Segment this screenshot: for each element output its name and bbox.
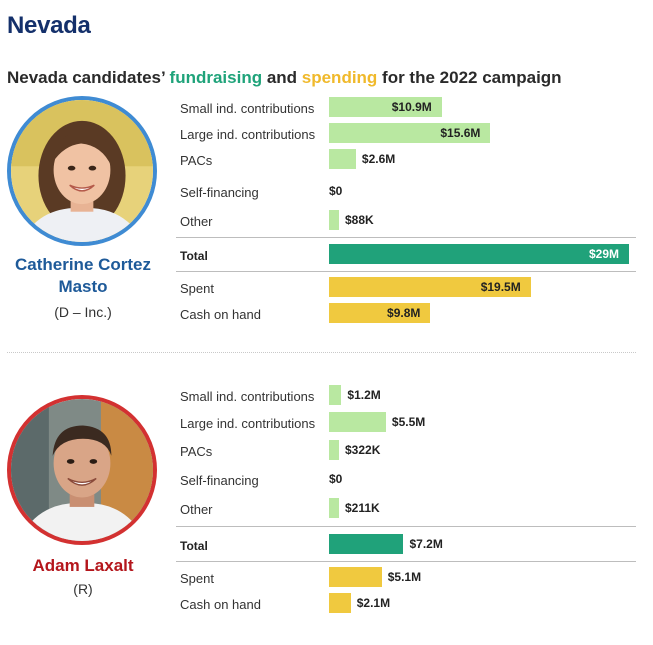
bar-cash-on-hand <box>329 593 351 613</box>
candidate-name-line1: Adam Laxalt <box>32 556 134 575</box>
bar-pacs <box>329 149 356 169</box>
value-label-large-ind-contributions: $15.6M <box>440 126 481 140</box>
value-label-small-ind-contributions: $1.2M <box>347 388 381 402</box>
category-label-spent: Spent <box>180 571 214 586</box>
value-label-small-ind-contributions: $10.9M <box>391 100 432 114</box>
bar-spent <box>329 567 382 587</box>
category-label-small-ind-contributions: Small ind. contributions <box>180 101 315 116</box>
candidate-party: (R) <box>73 581 93 597</box>
value-label-self-financing: $0 <box>329 184 343 198</box>
candidate-party: (D – Inc.) <box>54 304 112 320</box>
category-label-pacs: PACs <box>180 153 213 168</box>
bar-cash-on-hand <box>329 303 431 323</box>
candidate-panel-laxalt: Adam Laxalt (R) Small ind. contributions… <box>0 380 653 640</box>
category-label-other: Other <box>180 502 213 517</box>
category-label-cash-on-hand: Cash on hand <box>180 307 261 322</box>
bar-total <box>329 244 629 264</box>
category-label-self-financing: Self-financing <box>180 473 259 488</box>
category-label-other: Other <box>180 214 213 229</box>
bar-other <box>329 498 339 518</box>
bar-small-ind-contributions <box>329 97 442 117</box>
bar-small-ind-contributions <box>329 385 342 405</box>
candidate-panel-cortez-masto: Catherine Cortez Masto (D – Inc.) Small … <box>0 92 653 352</box>
candidate-separator <box>7 352 636 353</box>
value-label-other: $211K <box>345 501 380 515</box>
category-label-large-ind-contributions: Large ind. contributions <box>180 416 316 431</box>
spending-divider <box>176 271 636 272</box>
category-label-total: Total <box>180 539 208 553</box>
category-label-spent: Spent <box>180 281 214 296</box>
category-label-cash-on-hand: Cash on hand <box>180 597 261 612</box>
subtitle-prefix: Nevada candidates’ <box>7 68 170 87</box>
bar-other <box>329 210 339 230</box>
value-label-spent: $19.5M <box>480 280 521 294</box>
page-title: Nevada <box>7 12 91 39</box>
bar-pacs <box>329 440 339 460</box>
subtitle-spending: spending <box>301 68 378 87</box>
candidate-name-line2: Masto <box>58 277 108 296</box>
value-label-self-financing: $0 <box>329 472 343 486</box>
value-label-total: $29M <box>588 247 619 261</box>
value-label-other: $88K <box>345 213 374 227</box>
value-label-cash-on-hand: $9.8M <box>387 306 421 320</box>
total-divider <box>176 237 636 238</box>
bar-large-ind-contributions <box>329 412 386 432</box>
man-portrait-icon <box>7 395 157 545</box>
spending-divider <box>176 561 636 562</box>
chart-subtitle: Nevada candidates’ fundraising and spend… <box>7 68 562 88</box>
candidate-name-line1: Catherine Cortez <box>14 255 152 274</box>
total-divider <box>176 526 636 527</box>
value-label-cash-on-hand: $2.1M <box>356 596 391 610</box>
category-label-pacs: PACs <box>180 444 213 459</box>
category-label-self-financing: Self-financing <box>180 185 259 200</box>
subtitle-and: and <box>262 68 302 87</box>
bar-total <box>329 534 404 554</box>
value-label-large-ind-contributions: $5.5M <box>391 415 426 429</box>
value-label-pacs: $322K <box>345 443 381 457</box>
bar-large-ind-contributions <box>329 123 491 143</box>
value-label-pacs: $2.6M <box>361 152 396 166</box>
value-label-spent: $5.1M <box>387 570 422 584</box>
category-label-total: Total <box>180 249 208 263</box>
category-label-large-ind-contributions: Large ind. contributions <box>180 127 316 142</box>
value-label-total: $7.2M <box>409 537 443 551</box>
category-label-small-ind-contributions: Small ind. contributions <box>180 389 315 404</box>
subtitle-suffix: for the 2022 campaign <box>377 68 562 87</box>
bar-spent <box>329 277 531 297</box>
woman-portrait-icon <box>7 96 157 246</box>
subtitle-fundraising: fundraising <box>169 68 263 87</box>
